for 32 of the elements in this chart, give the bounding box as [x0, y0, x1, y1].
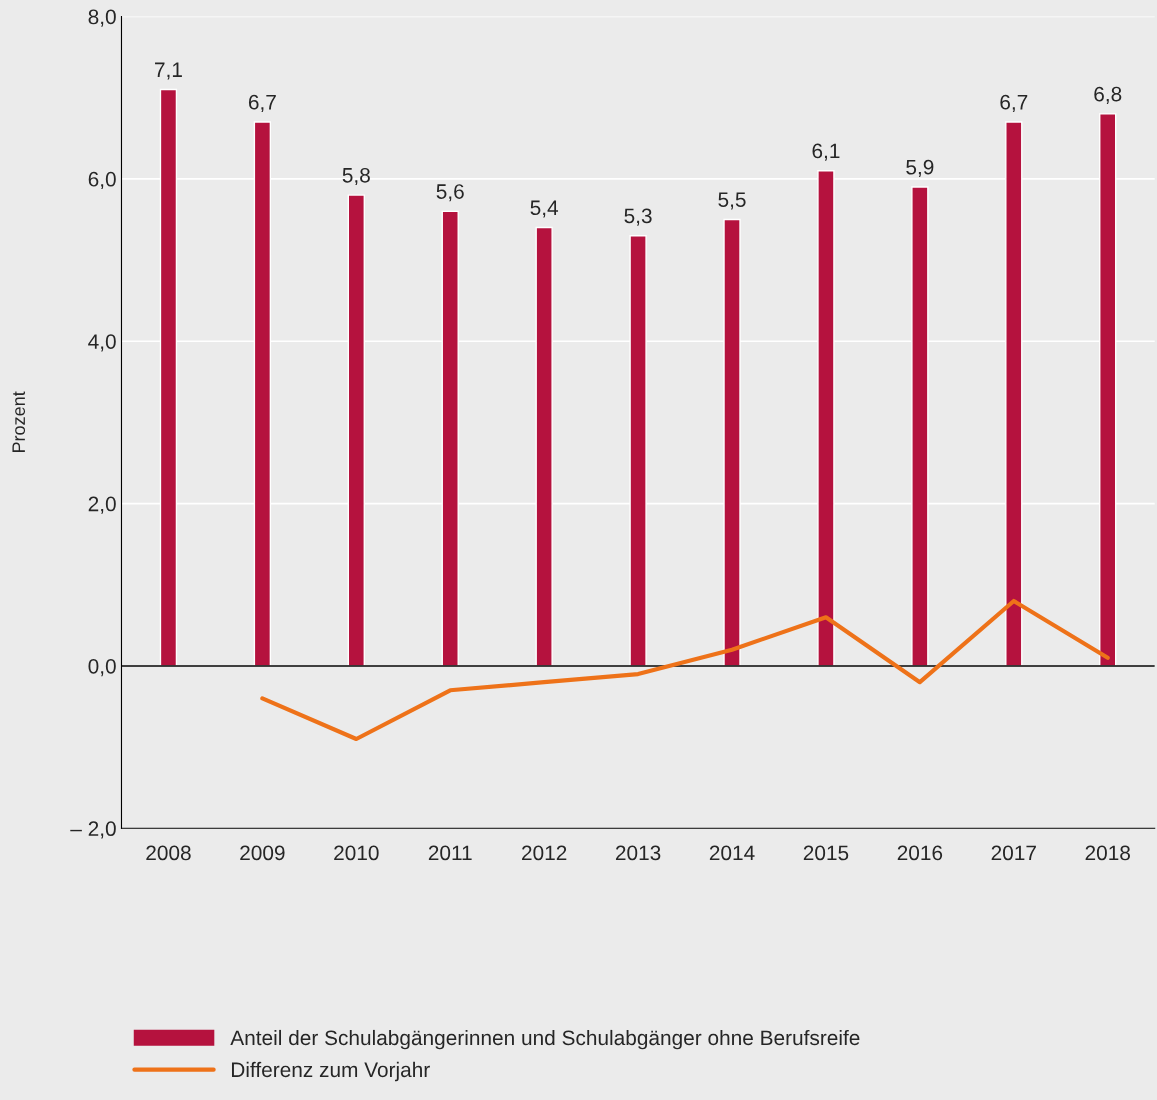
x-tick-label: 2014: [709, 845, 755, 861]
data-label: 5,9: [906, 159, 934, 177]
x-tick-label: 2016: [897, 845, 943, 861]
y-tick-label: 0,0: [88, 658, 116, 677]
x-tick-label: 2017: [991, 845, 1036, 861]
y-tick-label: 4,0: [88, 334, 116, 352]
data-label: 6,8: [1094, 86, 1122, 104]
data-label: 5,8: [342, 167, 370, 186]
y-tick-label: 6,0: [88, 171, 116, 190]
data-label: 6,1: [812, 143, 840, 161]
line-series: [260, 598, 1110, 742]
x-tick-label: 2011: [428, 845, 472, 861]
x-tick-label: 2009: [240, 845, 285, 861]
data-label: 6,7: [1000, 94, 1028, 113]
data-label: 5,5: [718, 192, 746, 210]
data-label: 5,3: [624, 208, 652, 226]
data-label: 5,6: [436, 184, 464, 202]
data-label: 7,1: [155, 62, 182, 80]
x-tick-label: 2018: [1085, 845, 1130, 861]
y-tick-label: – 2,0: [70, 821, 116, 839]
x-tick-label: 2015: [803, 845, 849, 861]
data-label: 5,4: [530, 200, 559, 218]
y-axis-title: Prozent: [12, 391, 26, 453]
y-tick-label: 8,0: [88, 9, 116, 27]
legend-label: Differenz zum Vorjahr: [231, 1061, 430, 1082]
legend-label: Anteil der Schulabgängerinnen und Schulabgänger ohne Berufsreife: [230, 1029, 860, 1050]
x-tick-label: 2013: [615, 845, 661, 861]
x-tick-label: 2008: [146, 845, 191, 861]
x-tick-label: 2012: [522, 845, 567, 861]
data-label: 6,7: [248, 94, 276, 113]
x-tick-label: 2010: [334, 845, 379, 861]
y-tick-label: 2,0: [88, 496, 116, 514]
